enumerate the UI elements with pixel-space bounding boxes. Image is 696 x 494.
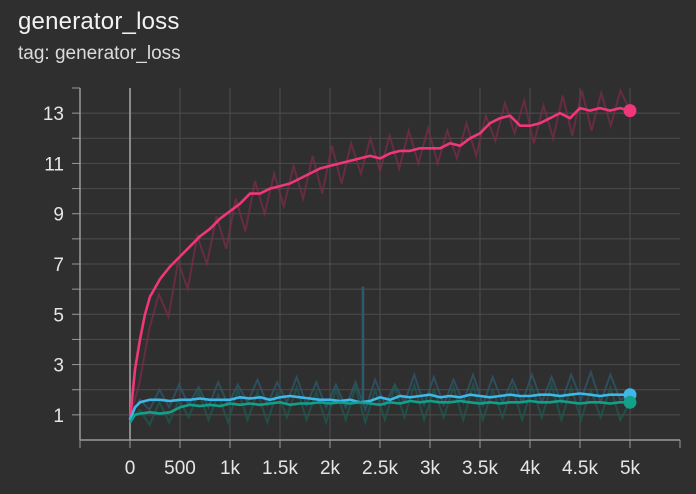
series-2-line (128, 392, 630, 421)
x-tick-label: 1.5k (262, 458, 298, 479)
x-tick-label: 3.5k (462, 458, 498, 479)
series-1-line (128, 106, 631, 421)
x-tick-label: 3k (420, 458, 441, 479)
chart-title: generator_loss (18, 8, 180, 35)
series-1-end-point (623, 104, 637, 118)
x-tick-label: 1k (220, 458, 241, 479)
series-1-raw-line (129, 87, 631, 418)
y-tick-label: 1 (53, 406, 64, 427)
x-tick-label: 2k (320, 458, 341, 479)
x-tick-label: 500 (164, 458, 196, 479)
y-tick-label: 5 (53, 305, 64, 326)
smoothed-series-layer (128, 104, 637, 424)
chart-tag-line: tag: generator_loss (18, 43, 181, 64)
x-tick-label: 4k (520, 458, 541, 479)
y-tick-label: 3 (53, 356, 64, 377)
x-tick-label: 0 (125, 458, 136, 479)
grid (80, 88, 680, 440)
y-tick-label: 11 (44, 154, 64, 175)
series-3-line (128, 399, 630, 424)
x-tick-label: 4.5k (562, 458, 598, 479)
series-2-raw-line (129, 368, 631, 418)
x-tick-label: 5k (620, 458, 641, 479)
y-tick-label: 9 (53, 205, 64, 226)
series-3-end-point (623, 395, 637, 409)
y-tick-label: 13 (43, 104, 64, 125)
y-tick-label: 7 (53, 255, 64, 276)
axes (72, 87, 681, 448)
x-tick-label: 2.5k (362, 458, 398, 479)
